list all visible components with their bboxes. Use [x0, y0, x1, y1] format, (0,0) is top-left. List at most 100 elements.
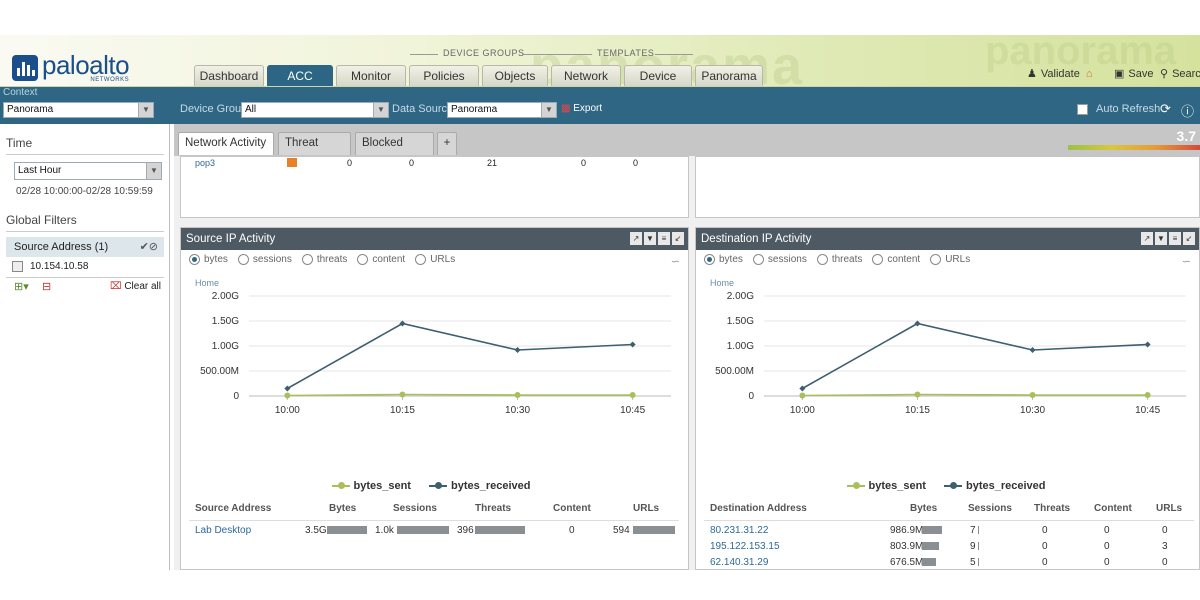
cell-address[interactable]: 195.122.153.15	[710, 541, 780, 552]
context-bar: Context Panorama ▼ Device Group All ▼ Data…	[0, 87, 1200, 124]
tab-device[interactable]: Device	[624, 65, 692, 86]
y-tick-label: 500.00M	[200, 366, 239, 377]
tab-monitor[interactable]: Monitor	[336, 65, 406, 86]
tab-panorama[interactable]: Panorama	[695, 65, 763, 86]
x-tick-label: 10:30	[505, 405, 530, 416]
radio-sessions[interactable]: sessions	[237, 254, 292, 265]
filter-actions-icon[interactable]: ✔⊘	[139, 241, 158, 253]
subtab-threat-activity[interactable]: Threat Activity	[278, 132, 351, 170]
subtab-blocked-activity[interactable]: Blocked Activity	[355, 132, 434, 170]
tab-policies[interactable]: Policies	[409, 65, 479, 86]
export-icon[interactable]: ↙	[672, 232, 684, 245]
legend-bytes-received[interactable]: bytes_received	[943, 480, 1045, 492]
breadcrumb-home[interactable]: Home	[195, 278, 220, 288]
chart-type-icon[interactable]: ∽	[670, 256, 680, 268]
help-icon[interactable]: ⓘ	[1181, 104, 1195, 119]
col-header[interactable]: Destination Address	[710, 503, 807, 514]
add-tab-button[interactable]: +	[437, 132, 457, 155]
clear-all-button[interactable]: ⌧ Clear all	[110, 281, 161, 292]
x-tick-label: 10:00	[275, 405, 300, 416]
tab-objects[interactable]: Objects	[482, 65, 548, 86]
remove-filter-icon[interactable]: ⊟	[42, 281, 52, 293]
col-header[interactable]: Bytes	[329, 503, 357, 514]
legend-bytes-sent[interactable]: bytes_sent	[331, 480, 411, 492]
lock-icon: ⌂	[1085, 67, 1093, 80]
refresh-icon[interactable]: ⟳	[1160, 101, 1171, 116]
urls-bar	[633, 526, 675, 534]
col-header[interactable]: Bytes	[910, 503, 938, 514]
table-icon[interactable]: ≡	[1169, 232, 1181, 245]
col-header[interactable]: Content	[1094, 503, 1132, 514]
acc-sidebar: Time Last Hour ▼ 02/28 10:00:00-02/28 10:…	[0, 124, 170, 570]
radio-content[interactable]: content	[357, 254, 405, 265]
table-icon[interactable]: ≡	[658, 232, 670, 245]
x-tick-label: 10:30	[1020, 405, 1045, 416]
col-header[interactable]: Source Address	[195, 503, 272, 514]
data-point-bytes_sent	[1029, 392, 1036, 398]
col-header[interactable]: Threats	[1034, 503, 1071, 514]
filter-checkbox[interactable]	[12, 261, 23, 272]
time-select[interactable]: Last Hour ▼	[14, 162, 162, 180]
export-icon[interactable]: ↙	[1183, 232, 1195, 245]
radio-content[interactable]: content	[872, 254, 920, 265]
expand-icon[interactable]: ↗	[630, 232, 642, 245]
cell-sessions: 5	[970, 557, 976, 568]
col-header[interactable]: Threats	[475, 503, 512, 514]
export-icon: ▩	[561, 103, 571, 114]
series-line-bytes_sent	[287, 393, 633, 397]
save-button[interactable]: ▣ Save	[1114, 67, 1154, 81]
auto-refresh-checkbox[interactable]	[1077, 104, 1088, 115]
y-tick-label: 500.00M	[715, 366, 754, 377]
cell-threats: 0	[1042, 525, 1048, 536]
tab-acc[interactable]: ACC	[267, 65, 333, 86]
data-source-select[interactable]: Panorama ▼	[447, 102, 557, 118]
radio-bytes[interactable]: bytes	[704, 254, 743, 265]
radio-sessions[interactable]: sessions	[752, 254, 807, 265]
expand-icon[interactable]: ↗	[1141, 232, 1153, 245]
col-header[interactable]: Sessions	[968, 503, 1012, 514]
time-title: Time	[6, 136, 33, 150]
context-select[interactable]: Panorama ▼	[3, 102, 154, 118]
data-point-bytes_sent	[1144, 392, 1151, 398]
col-header[interactable]: URLs	[1156, 503, 1183, 514]
sessions-bar	[978, 558, 979, 566]
filter-icon[interactable]: ▼	[1155, 232, 1167, 245]
radio-threats[interactable]: threats	[816, 254, 862, 265]
tab-dashboard[interactable]: Dashboard	[194, 65, 264, 86]
cell-address[interactable]: 80.231.31.22	[710, 525, 769, 536]
filter-source-address[interactable]: Source Address (1) ✔⊘	[6, 237, 164, 257]
col-header[interactable]: Sessions	[393, 503, 437, 514]
app-name[interactable]: pop3	[195, 158, 216, 168]
x-tick-label: 10:15	[905, 405, 930, 416]
chart-legend: bytes_sent bytes_received	[181, 480, 681, 492]
device-group-select[interactable]: All ▼	[241, 102, 389, 118]
breadcrumb-home[interactable]: Home	[710, 278, 735, 288]
radio-threats[interactable]: threats	[301, 254, 347, 265]
source-ip-panel: Source IP Activity ↗ ▼ ≡ ↙ bytes sessions t…	[180, 227, 689, 570]
search-button[interactable]: ⚲Search	[1160, 67, 1200, 81]
bytes-bar	[922, 558, 936, 566]
y-tick-label: 1.50G	[212, 316, 239, 327]
legend-bytes-received[interactable]: bytes_received	[428, 480, 530, 492]
top-right-panel	[695, 156, 1200, 218]
bytes-bar	[327, 526, 367, 534]
chevron-down-icon: ▼	[373, 103, 388, 117]
subtab-network-activity[interactable]: Network Activity	[178, 132, 274, 155]
radio-bytes[interactable]: bytes	[189, 254, 228, 265]
radio-urls[interactable]: URLs	[415, 254, 455, 265]
destination-ip-panel: Destination IP Activity ↗ ▼ ≡ ↙ bytes sessi…	[695, 227, 1200, 570]
validate-button[interactable]: ♟ Validate ⌂	[1027, 67, 1093, 81]
legend-bytes-sent[interactable]: bytes_sent	[846, 480, 926, 492]
col-header[interactable]: Content	[553, 503, 591, 514]
export-button[interactable]: ▩ Export	[561, 103, 603, 114]
cell-address[interactable]: 62.140.31.29	[710, 557, 769, 568]
chart-type-icon[interactable]: ∽	[1181, 256, 1191, 268]
chevron-down-icon: ▼	[146, 163, 161, 179]
filter-icon[interactable]: ▼	[644, 232, 656, 245]
radio-urls[interactable]: URLs	[930, 254, 970, 265]
add-filter-icon[interactable]: ⊞▾	[14, 281, 29, 293]
browser-strip	[0, 0, 1200, 35]
col-header[interactable]: URLs	[633, 503, 660, 514]
tab-network[interactable]: Network	[551, 65, 621, 86]
